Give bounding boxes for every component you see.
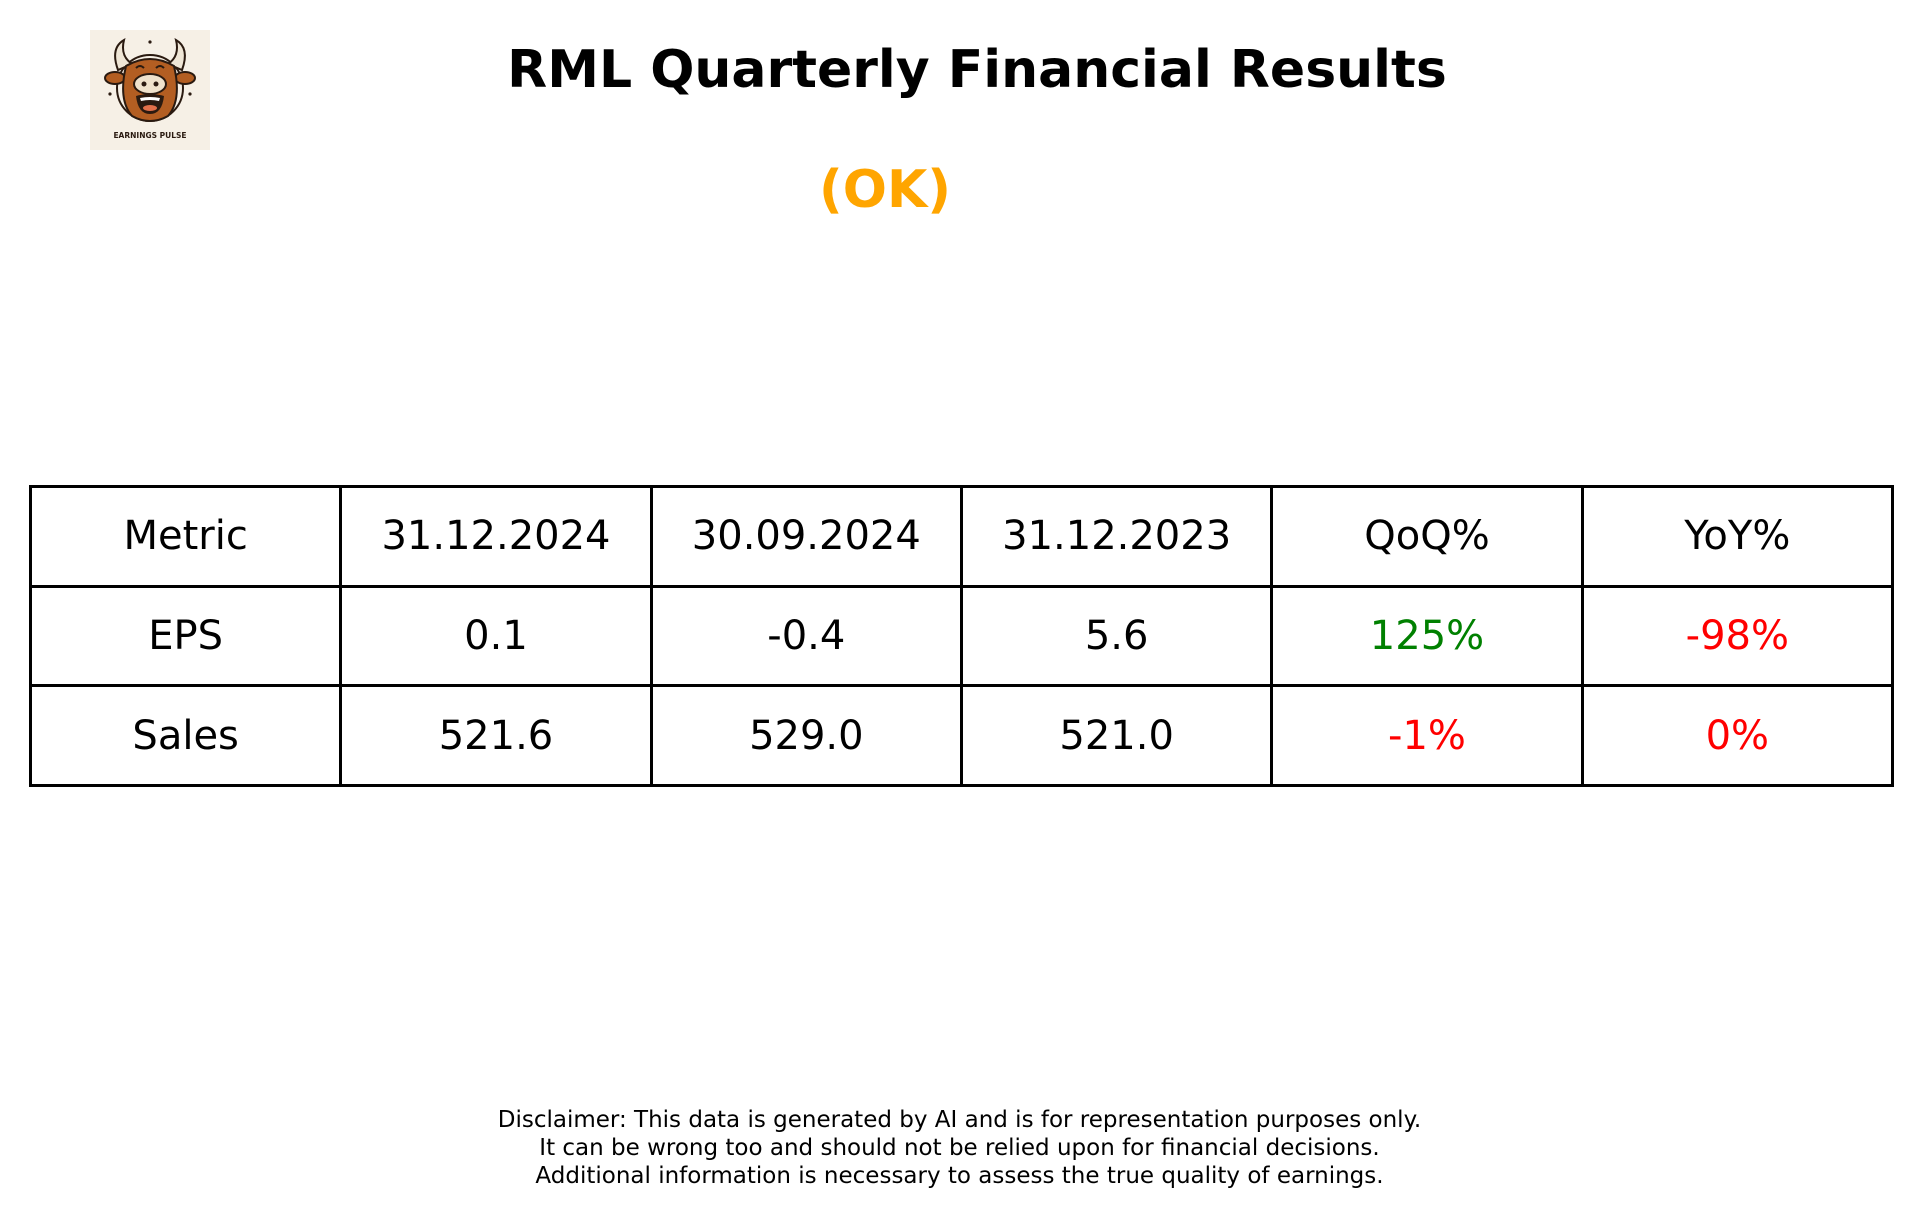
qoq-cell: -1% (1270, 684, 1584, 787)
metric-cell: EPS (28, 584, 343, 688)
column-header-metric: Metric (28, 485, 343, 588)
value-cell: 521.6 (339, 684, 653, 787)
column-header-yoy: YoY% (1580, 485, 1895, 588)
value-cell: 0.1 (339, 584, 653, 688)
metric-cell: Sales (28, 684, 343, 787)
column-header-q3: 31.12.2023 (959, 485, 1274, 588)
column-header-qoq: QoQ% (1270, 485, 1584, 588)
value-cell: -0.4 (649, 584, 963, 688)
disclaimer-line: Disclaimer: This data is generated by AI… (497, 1107, 1422, 1133)
value-cell: 5.6 (959, 584, 1274, 688)
yoy-cell: -98% (1580, 584, 1895, 688)
value-cell: 529.0 (649, 684, 963, 787)
column-header-q2: 30.09.2024 (649, 485, 963, 588)
disclaimer: Disclaimer: This data is generated by AI… (0, 1106, 1919, 1190)
bull-mascot-icon: EARNINGS PULSE (104, 37, 196, 140)
svg-text:EARNINGS PULSE: EARNINGS PULSE (113, 131, 186, 140)
disclaimer-line: It can be wrong too and should not be re… (539, 1135, 1380, 1161)
table-row: EPS 0.1 -0.4 5.6 125% -98% (28, 584, 1895, 688)
disclaimer-line: Additional information is necessary to a… (535, 1163, 1384, 1189)
table-row: Sales 521.6 529.0 521.0 -1% 0% (28, 684, 1895, 787)
yoy-cell: 0% (1580, 684, 1895, 787)
qoq-cell: 125% (1270, 584, 1584, 688)
table-header-row: Metric 31.12.2024 30.09.2024 31.12.2023 … (28, 485, 1895, 588)
page-title: RML Quarterly Financial Results (507, 40, 1447, 100)
earnings-pulse-logo: EARNINGS PULSE (90, 30, 210, 150)
financial-results-table: Metric 31.12.2024 30.09.2024 31.12.2023 … (28, 485, 1895, 787)
column-header-q1: 31.12.2024 (339, 485, 653, 588)
status-badge: (OK) (818, 160, 952, 220)
value-cell: 521.0 (959, 684, 1274, 787)
